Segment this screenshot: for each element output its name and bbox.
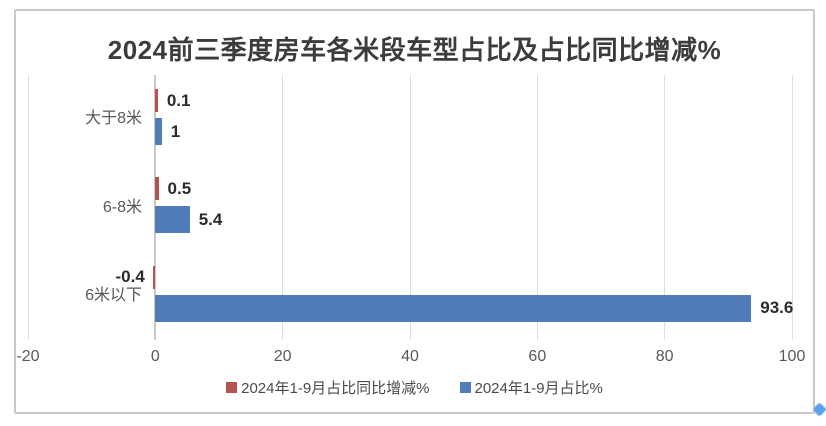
chart-frame[interactable]: 2024前三季度房车各米段车型占比及占比同比增减% 大于8米 0.1 1 6-8米 0.… — [14, 9, 815, 414]
category-label: 6米以下 — [85, 286, 142, 304]
gridline — [791, 75, 793, 340]
legend-swatch-icon — [226, 382, 238, 393]
category-label: 大于8米 — [85, 110, 142, 128]
category-label: 6-8米 — [102, 198, 142, 216]
bar-series-1-0[interactable] — [155, 118, 162, 145]
gridline — [282, 75, 284, 340]
x-tick-label: 60 — [528, 348, 547, 365]
legend-label: 2024年1-9月占比同比增减% — [241, 380, 430, 397]
x-tick-label: 80 — [655, 348, 674, 365]
bar-value-label: 93.6 — [760, 298, 794, 318]
legend-item-0[interactable]: 2024年1-9月占比同比增减% — [226, 377, 430, 398]
legend-swatch-icon — [459, 382, 471, 393]
selection-anchor-icon[interactable] — [813, 403, 826, 416]
bar-value-label: 5.4 — [198, 209, 223, 229]
gridline — [27, 75, 29, 340]
bar-series-0-0[interactable] — [155, 89, 158, 112]
bar-value-label: 0.5 — [167, 178, 192, 198]
legend-label: 2024年1-9月占比% — [474, 380, 603, 397]
bar-value-label: 1 — [170, 121, 181, 141]
gridline — [664, 75, 666, 340]
gridline — [409, 75, 411, 340]
bar-series-0-1[interactable] — [155, 177, 159, 201]
x-tick-label: 0 — [150, 348, 160, 365]
chart-title: 2024前三季度房车各米段车型占比及占比同比增减% — [107, 35, 722, 65]
bar-series-0-2[interactable] — [152, 265, 156, 289]
bar-series-1-1[interactable] — [155, 206, 190, 234]
x-tick-label: 40 — [401, 348, 419, 365]
legend-item-1[interactable]: 2024年1-9月占比% — [459, 377, 603, 398]
bar-series-1-2[interactable] — [155, 294, 752, 322]
gridline — [536, 75, 538, 340]
legend: 2024年1-9月占比同比增减% 2024年1-9月占比% — [16, 377, 813, 398]
bar-value-label: 0.1 — [166, 90, 191, 110]
x-tick-label: -20 — [16, 348, 40, 365]
bar-value-label: -0.4 — [115, 267, 145, 287]
x-tick-label: 20 — [273, 348, 292, 365]
x-tick-label: 100 — [778, 348, 806, 365]
